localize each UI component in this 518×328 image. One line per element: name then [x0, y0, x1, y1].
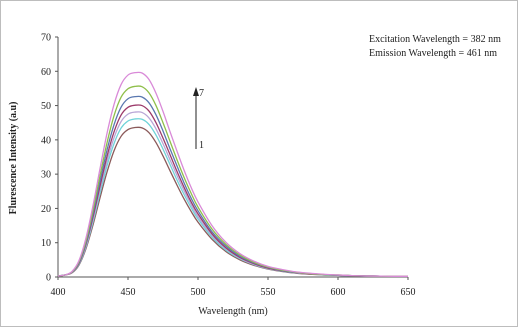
trend-arrow-head	[193, 87, 199, 96]
emission-annotation: Emission Wavelength = 461 nm	[369, 48, 497, 59]
y-tick-label: 50	[41, 101, 51, 112]
x-tick-label: 450	[121, 287, 136, 298]
y-tick-label: 40	[41, 135, 51, 146]
y-tick-label: 20	[41, 204, 51, 215]
arrow-bottom-label: 1	[199, 140, 204, 151]
x-tick-label: 600	[331, 287, 346, 298]
x-tick-label: 500	[191, 287, 206, 298]
x-tick-label: 650	[401, 287, 416, 298]
excitation-annotation: Excitation Wavelength = 382 nm	[369, 34, 501, 45]
x-tick-label: 550	[261, 287, 276, 298]
x-ticks: 400 450 500 550 600 650	[51, 277, 416, 298]
series-line-7	[57, 71, 409, 277]
x-axis-label: Wavelength (nm)	[198, 306, 267, 317]
y-axis-label: Flurescence Intensity (a.u)	[8, 102, 19, 215]
y-tick-label: 30	[41, 170, 51, 181]
y-tick-label: 60	[41, 67, 51, 78]
series-layer	[57, 71, 409, 277]
y-ticks: 0 10 20 30 40 50 60 70	[41, 33, 58, 284]
x-tick-label: 400	[51, 287, 66, 298]
y-tick-label: 10	[41, 238, 51, 249]
trend-arrow: 7 1	[193, 87, 204, 151]
y-tick-label: 0	[46, 273, 51, 284]
arrow-top-label: 7	[199, 88, 204, 99]
y-tick-label: 70	[41, 33, 51, 44]
axes	[57, 37, 408, 278]
